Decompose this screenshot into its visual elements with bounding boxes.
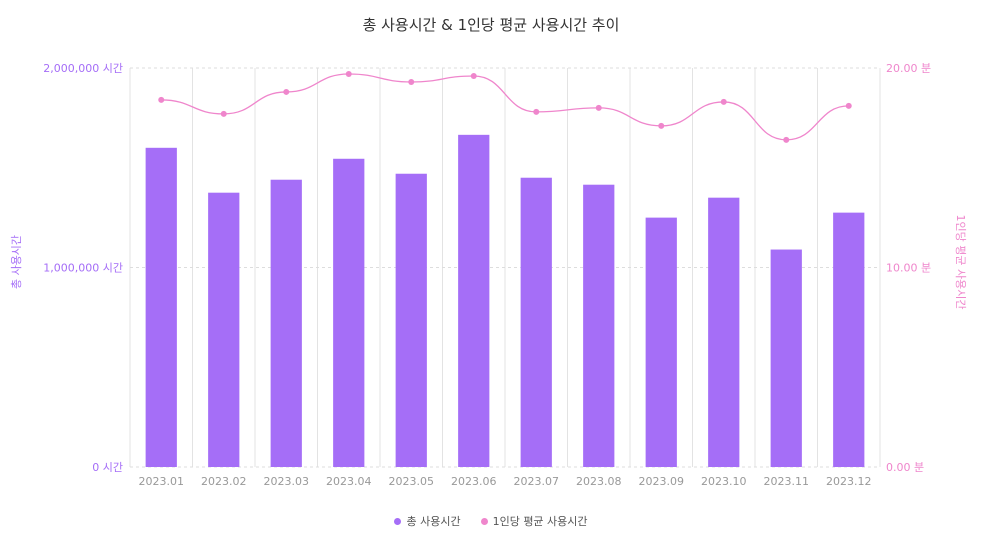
legend-label-average: 1인당 평균 사용시간 — [492, 515, 588, 528]
line-point — [345, 70, 352, 77]
legend-dot-average — [480, 517, 488, 525]
bar — [395, 173, 427, 468]
grid-lines — [129, 67, 881, 468]
x-tick-label: 2023.02 — [201, 475, 247, 488]
left-tick-label: 2,000,000 시간 — [43, 62, 123, 75]
x-tick-label: 2023.08 — [576, 475, 622, 488]
line-series — [161, 73, 849, 141]
x-tick-label: 2023.05 — [389, 475, 435, 488]
left-tick-label: 0 시간 — [92, 461, 123, 474]
bar — [645, 217, 677, 467]
line-point — [158, 96, 165, 103]
line-points — [158, 70, 852, 143]
x-tick-label: 2023.01 — [139, 475, 185, 488]
legend-dot-total — [394, 517, 402, 525]
x-tick-label: 2023.11 — [764, 475, 810, 488]
bar — [145, 147, 177, 468]
legend-item-total[interactable]: 총 사용시간 — [394, 513, 461, 529]
legend: 총 사용시간 1인당 평균 사용시간 — [0, 513, 982, 529]
bar — [270, 179, 302, 467]
line-point — [658, 122, 665, 129]
bar — [770, 249, 802, 467]
left-tick-label: 1,000,000 시간 — [43, 262, 123, 275]
line-point — [220, 110, 227, 117]
left-axis-label: 총 사용시간 — [10, 235, 23, 289]
combo-chart: 0 시간 1,000,000 시간 2,000,000 시간 0.00 분 10.00… — [10, 62, 967, 488]
x-tick-label: 2023.03 — [264, 475, 310, 488]
line-point — [470, 72, 477, 79]
line-point — [595, 104, 602, 111]
line-point — [408, 78, 415, 85]
x-axis-ticks: 2023.01 2023.02 2023.03 2023.04 2023.05 2023.… — [139, 475, 872, 488]
line-point — [283, 88, 290, 95]
bar — [458, 134, 490, 467]
right-axis-label: 1인당 평균 사용시간 — [954, 215, 967, 310]
bar — [583, 184, 615, 467]
line-point — [783, 136, 790, 143]
line-point — [720, 98, 727, 105]
chart-title: 총 사용시간 & 1인당 평균 사용시간 추이 — [362, 16, 620, 34]
legend-label-total: 총 사용시간 — [406, 515, 461, 528]
line-point — [533, 108, 540, 115]
x-tick-label: 2023.12 — [826, 475, 872, 488]
bar — [208, 192, 240, 467]
x-tick-label: 2023.04 — [326, 475, 372, 488]
right-tick-label: 20.00 분 — [886, 62, 931, 75]
right-axis-ticks: 0.00 분 10.00 분 20.00 분 — [886, 62, 931, 474]
x-tick-label: 2023.10 — [701, 475, 747, 488]
legend-item-average[interactable]: 1인당 평균 사용시간 — [480, 513, 588, 529]
bar — [520, 177, 552, 467]
line-point — [845, 102, 852, 109]
left-axis-ticks: 0 시간 1,000,000 시간 2,000,000 시간 — [43, 62, 123, 474]
x-tick-label: 2023.09 — [639, 475, 685, 488]
bar — [708, 197, 740, 468]
x-tick-label: 2023.06 — [451, 475, 497, 488]
bar — [333, 158, 365, 467]
bar-series — [145, 134, 865, 468]
right-tick-label: 0.00 분 — [886, 461, 924, 474]
right-tick-label: 10.00 분 — [886, 262, 931, 275]
x-tick-label: 2023.07 — [514, 475, 560, 488]
bar — [833, 212, 865, 467]
